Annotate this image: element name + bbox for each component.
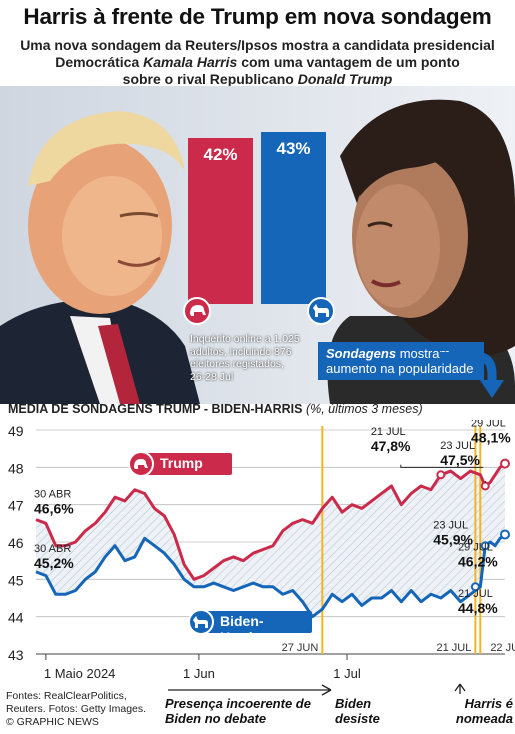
- trump-name: Donald Trump: [297, 71, 393, 87]
- annotated-marker: [436, 470, 446, 480]
- x-tick-label: 1 Jun: [183, 666, 215, 681]
- event-biden-withdraws: Biden desiste: [335, 696, 380, 726]
- annotated-marker: [480, 541, 490, 551]
- gap-fill: [36, 463, 505, 617]
- polling-average-chart: 43 44 45 46 47 48 49 1 Maio 2024 1 Jun 1 Jul 27 J…: [8, 420, 515, 681]
- end-marker: [500, 458, 510, 469]
- annotation-value: 44,8%: [458, 600, 498, 616]
- subtitle-line-3: sobre o rival Republicano Donald Trump: [122, 71, 393, 87]
- trump-poll-bar: 42%: [188, 137, 253, 304]
- legend-biden-label: Biden-Harris: [220, 613, 264, 645]
- sources-footer: Fontes: RealClearPolitics, Reuters. Foto…: [6, 690, 147, 728]
- y-tick-label: 48: [8, 460, 24, 476]
- harris-poll-bar: 43%: [261, 132, 326, 304]
- page-title: Harris à frente de Trump em nova sondage…: [23, 4, 492, 29]
- poll-methodology-note: Inquérito online a 1.025 adultos, inclui…: [190, 333, 300, 383]
- event-harris-nominated: Harris é nomeada: [455, 696, 513, 726]
- trump-poll-value: 42%: [203, 144, 238, 164]
- event-date-label: 27 JUN: [282, 642, 319, 654]
- subtitle-line-2: Democrática Kamala Harris com uma vantag…: [55, 54, 460, 70]
- annotation-date: 29 JUL: [471, 420, 506, 430]
- end-marker: [500, 529, 510, 540]
- annotation-connector: [400, 464, 484, 468]
- gap-area: [36, 463, 505, 617]
- event-date-label: 22 JUL: [490, 642, 515, 654]
- y-tick-label: 47: [8, 498, 24, 514]
- x-tick-label: 1 Maio 2024: [44, 666, 116, 681]
- event-brackets: [168, 683, 466, 696]
- series-lines: [35, 458, 510, 619]
- annotation-value: 47,5%: [440, 452, 480, 468]
- annotation-value: 45,9%: [433, 532, 473, 548]
- y-tick-label: 45: [8, 572, 24, 588]
- y-tick-label: 49: [8, 423, 24, 439]
- democrat-donkey-icon: [307, 297, 335, 325]
- annotation-date: 30 ABR: [34, 543, 71, 555]
- photo-panel: 42% 43%: [0, 86, 515, 404]
- annotated-marker: [470, 582, 480, 592]
- legend-trump-label: Trump: [160, 455, 203, 471]
- event-lines: 27 JUN 21 JUL 22 JUL: [282, 426, 515, 654]
- callout-arrow-icon: [440, 352, 504, 398]
- y-tick-label: 43: [8, 647, 24, 663]
- harris-name: Kamala Harris: [143, 54, 238, 70]
- harris-poll-value: 43%: [276, 139, 311, 159]
- republican-elephant-icon: [183, 297, 211, 325]
- event-date-label: 21 JUL: [437, 642, 472, 654]
- x-tick-label: 1 Jul: [333, 666, 361, 681]
- y-tick-label: 46: [8, 535, 24, 551]
- subtitle-line-1: Uma nova sondagem da Reuters/Ipsos mostr…: [20, 37, 495, 53]
- annotation-value: 45,2%: [34, 555, 74, 571]
- annotation-value: 46,6%: [34, 501, 74, 517]
- annotation-value: 46,2%: [458, 554, 498, 570]
- annotation-date: 23 JUL: [433, 520, 468, 532]
- annotation-date: 21 JUL: [458, 588, 493, 600]
- legend-trump-tag: [128, 451, 232, 477]
- candidates-illustration: [0, 86, 515, 404]
- annotation-value: 48,1%: [471, 430, 511, 446]
- trump-photo: [0, 111, 200, 404]
- annotation-date: 29 JUL: [458, 542, 493, 554]
- annotation-date: 23 JUL: [440, 440, 475, 452]
- y-tick-label: 44: [8, 610, 24, 626]
- chart-heading: MÉDIA DE SONDAGENS TRUMP - BIDEN-HARRIS …: [8, 402, 423, 416]
- legend-biden-tag: [188, 609, 312, 635]
- annotation-value: 47,8%: [371, 438, 411, 454]
- polls-callout: Sondagens mostram aumento na popularidad…: [318, 342, 484, 380]
- event-debate: Presença incoerente de Biden no debate: [165, 696, 311, 726]
- subtitle: Uma nova sondagem da Reuters/Ipsos mostr…: [10, 37, 505, 88]
- annotated-marker: [480, 481, 490, 491]
- annotation-date: 21 JUL: [371, 426, 406, 438]
- annotation-date: 30 ABR: [34, 489, 71, 501]
